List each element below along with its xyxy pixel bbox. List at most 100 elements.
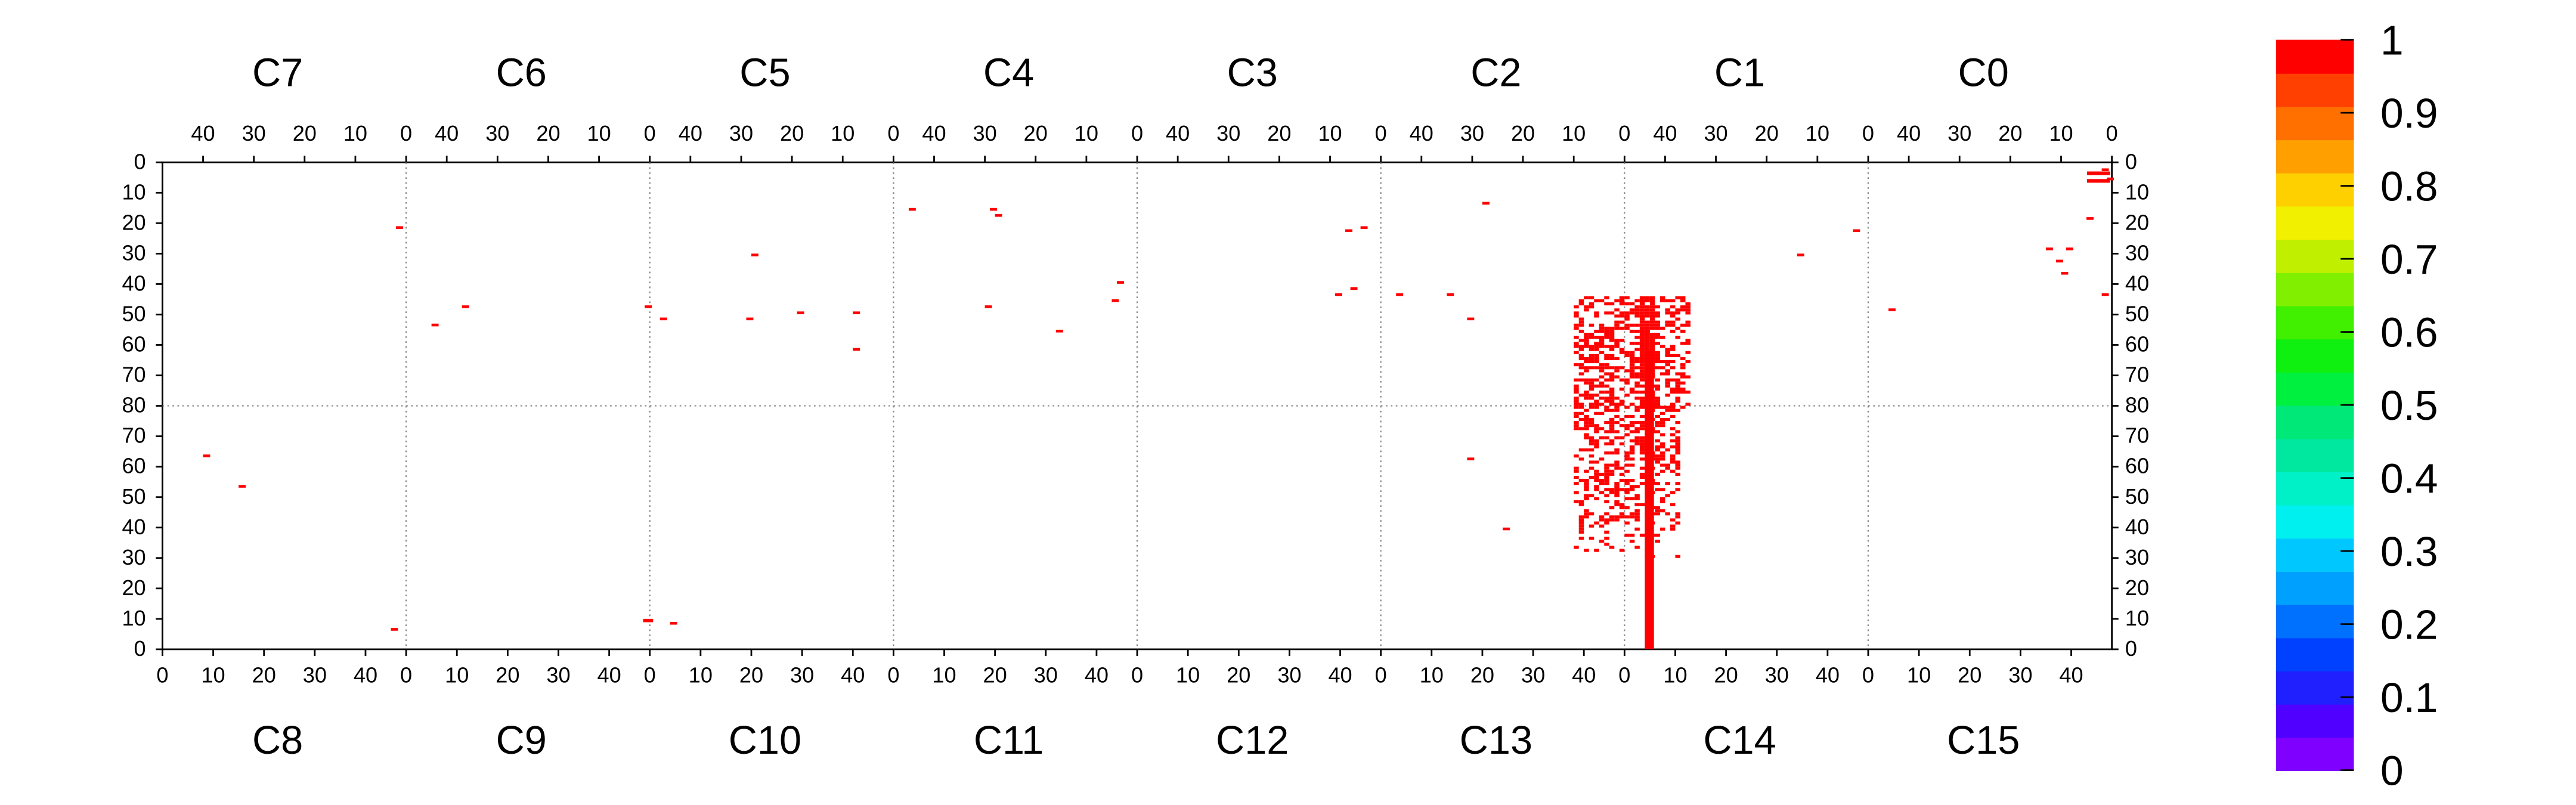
x-tick-label-bottom: 20 — [1958, 662, 1981, 687]
hit-cell — [1665, 482, 1670, 485]
hit-cell — [1589, 454, 1594, 458]
hit-cell — [1574, 305, 1579, 309]
colorbar-segment — [2275, 305, 2354, 340]
hit-cell — [1665, 463, 1670, 467]
colorbar-tick-label: 0.1 — [2380, 674, 2438, 721]
hit-cell — [1604, 436, 1609, 439]
hit-cell — [1599, 323, 1605, 327]
y-tick-label-right: 10 — [2125, 179, 2149, 204]
hit-cell — [1665, 394, 1670, 397]
hit-cell — [1659, 417, 1665, 422]
hit-cell — [1609, 372, 1615, 376]
hit-cell — [1116, 281, 1124, 284]
hit-cell — [1670, 433, 1676, 436]
hit-cell — [1670, 408, 1676, 412]
hit-cell — [1655, 512, 1660, 516]
hit-cell — [1584, 369, 1589, 373]
hit-cell — [1604, 296, 1609, 299]
y-tick-label-right: 20 — [2125, 575, 2149, 600]
hit-cell — [1599, 482, 1605, 485]
hit-cell — [1639, 363, 1645, 367]
chamber-label-top: C1 — [1714, 51, 1765, 95]
hit-cell — [1584, 417, 1589, 422]
hit-cell — [1639, 339, 1645, 342]
hit-cell — [1594, 311, 1599, 315]
hit-cell — [1624, 533, 1630, 537]
hit-cell — [1649, 348, 1655, 351]
hit-cell — [1594, 357, 1599, 360]
hit-cell — [1609, 430, 1615, 434]
hit-cell — [1111, 299, 1119, 302]
x-tick-label-top: 10 — [587, 121, 611, 145]
hit-cell — [1574, 414, 1579, 418]
hit-cell — [1624, 317, 1630, 321]
y-tick-label-right: 30 — [2125, 240, 2149, 265]
hit-cell — [1574, 384, 1579, 388]
hit-cell — [1680, 308, 1686, 312]
hit-cell — [1604, 363, 1609, 367]
x-tick-label-bottom: 10 — [689, 662, 713, 687]
hit-cell — [1609, 357, 1615, 360]
hit-cell — [1578, 394, 1584, 397]
hit-cell — [1624, 454, 1630, 458]
hit-cell — [1578, 479, 1584, 482]
hit-cell — [1609, 515, 1615, 519]
hit-cell — [1614, 405, 1620, 409]
hit-cell — [1594, 485, 1599, 488]
hit-cell — [1629, 448, 1635, 452]
x-tick-label-bottom: 0 — [1862, 662, 1874, 687]
hit-cell — [1574, 427, 1579, 431]
hit-cell — [1574, 400, 1579, 403]
hit-cell — [1599, 436, 1605, 439]
hit-cell — [2055, 259, 2063, 263]
hit-cell — [1665, 360, 1670, 364]
hit-cell — [1599, 384, 1605, 388]
hit-cell — [1055, 329, 1063, 333]
hit-cell — [1609, 354, 1615, 357]
hit-cell — [1574, 323, 1579, 327]
hit-cell — [1614, 402, 1620, 406]
hit-cell — [1609, 302, 1615, 306]
hit-cell — [1655, 506, 1660, 510]
hit-cell — [1639, 317, 1645, 321]
hit-cell — [1685, 311, 1690, 315]
hit-cell — [1589, 366, 1594, 370]
hit-cell — [1634, 299, 1640, 303]
hit-cell — [1665, 311, 1670, 315]
hit-cell — [1609, 469, 1615, 473]
hit-cell — [1578, 402, 1584, 406]
hit-cell — [1619, 512, 1625, 516]
hit-cell — [1634, 518, 1640, 522]
hit-cell — [1639, 333, 1645, 336]
hit-cell — [1634, 336, 1640, 339]
hit-cell — [1609, 366, 1615, 370]
x-tick-label-top: 0 — [2106, 121, 2118, 145]
hit-cell — [1665, 448, 1670, 452]
hit-cell — [1599, 411, 1605, 415]
hit-cell — [1624, 482, 1630, 485]
hit-cell — [1659, 299, 1665, 303]
x-tick-label-bottom: 10 — [1176, 662, 1200, 687]
hit-cell — [1634, 494, 1640, 497]
hit-cell — [1634, 357, 1640, 360]
hit-cell — [1594, 400, 1599, 403]
hit-cell — [1604, 466, 1609, 470]
hit-cell — [1655, 445, 1660, 449]
chamber-label-top: C7 — [252, 51, 303, 95]
hit-cell — [1614, 494, 1620, 497]
hit-cell — [1797, 253, 1804, 256]
hit-cell — [1634, 485, 1640, 488]
hit-cell — [1670, 354, 1676, 357]
hit-cell — [1578, 527, 1584, 531]
hit-cell — [1675, 460, 1680, 464]
hit-cell — [1655, 402, 1660, 406]
hit-cell — [1584, 397, 1589, 400]
hit-cell — [1619, 296, 1625, 299]
hit-cell — [1594, 378, 1599, 382]
hit-cell — [1594, 360, 1599, 364]
hit-cell — [1574, 397, 1579, 400]
hit-cell — [1604, 521, 1609, 525]
hit-cell — [1614, 491, 1620, 494]
hit-cell — [1578, 524, 1584, 528]
hit-cell — [1680, 372, 1686, 376]
